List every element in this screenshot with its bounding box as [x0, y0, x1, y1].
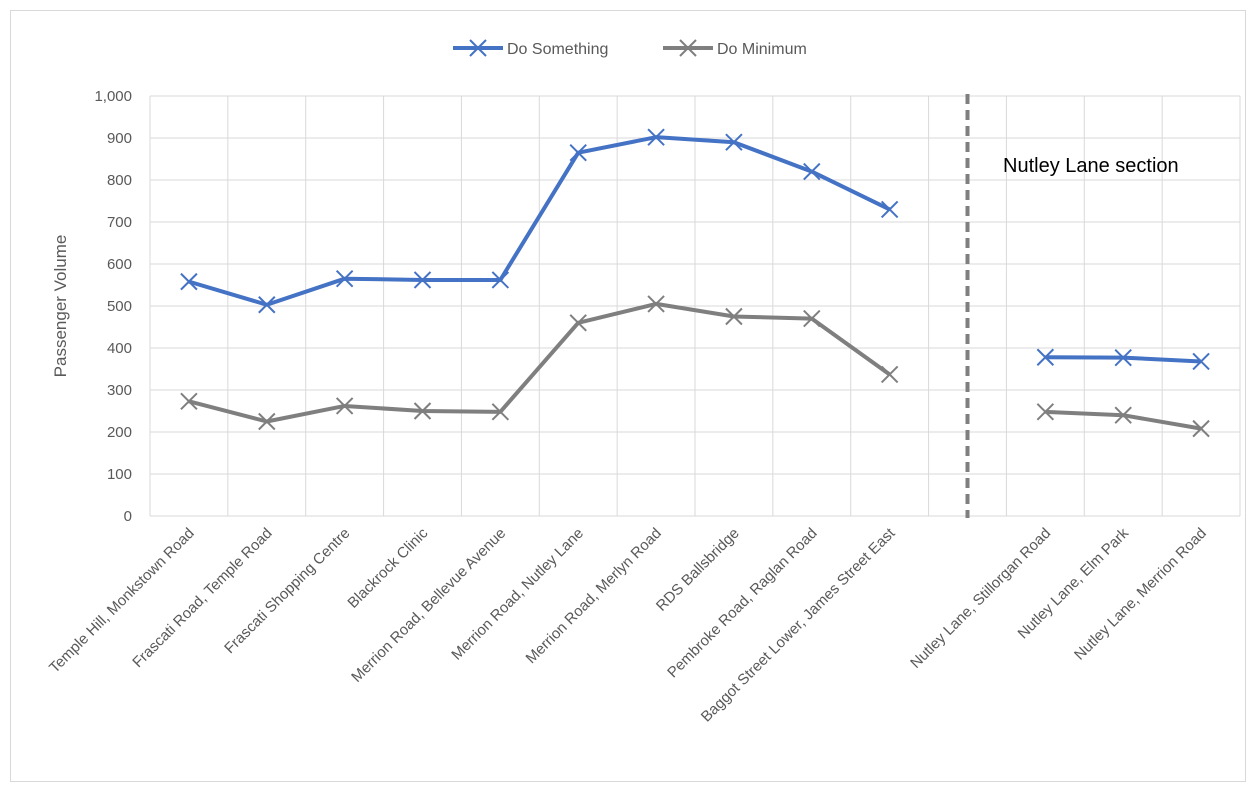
x-tick-label: Nutley Lane, Stillorgan Road — [907, 525, 1054, 672]
x-tick-label: Frascati Road, Temple Road — [129, 525, 275, 671]
x-tick-label: RDS Ballsbridge — [653, 525, 743, 615]
x-tick-label: Merrion Road, Nutley Lane — [448, 525, 587, 664]
y-tick-label: 500 — [107, 298, 132, 315]
y-tick-label: 1,000 — [94, 88, 132, 105]
y-tick-label: 300 — [107, 382, 132, 399]
x-tick-label: Blackrock Clinic — [344, 524, 431, 611]
y-tick-label: 100 — [107, 466, 132, 483]
legend-label-do-minimum: Do Minimum — [717, 41, 807, 58]
y-tick-label: 0 — [124, 508, 132, 525]
x-tick-label: Merrion Road, Bellevue Avenue — [348, 525, 509, 686]
y-axis-title: Passenger Volume — [51, 235, 70, 378]
y-tick-label: 400 — [107, 340, 132, 357]
y-tick-label: 200 — [107, 424, 132, 441]
x-tick-label: Pembroke Road, Raglan Road — [664, 525, 820, 681]
y-tick-label: 700 — [107, 214, 132, 231]
x-tick-label: Nutley Lane, Merrion Road — [1071, 525, 1210, 664]
x-tick-label: Merrion Road, Merlyn Road — [523, 525, 665, 667]
legend-label-do-something: Do Something — [507, 41, 608, 58]
y-tick-label: 900 — [107, 130, 132, 147]
section-annotation: Nutley Lane section — [1003, 155, 1179, 177]
y-tick-label: 800 — [107, 172, 132, 189]
x-tick-label: Temple Hill, Monkstown Road — [46, 525, 198, 677]
y-tick-label: 600 — [107, 256, 132, 273]
x-tick-label: Frascati Shopping Centre — [221, 525, 353, 657]
